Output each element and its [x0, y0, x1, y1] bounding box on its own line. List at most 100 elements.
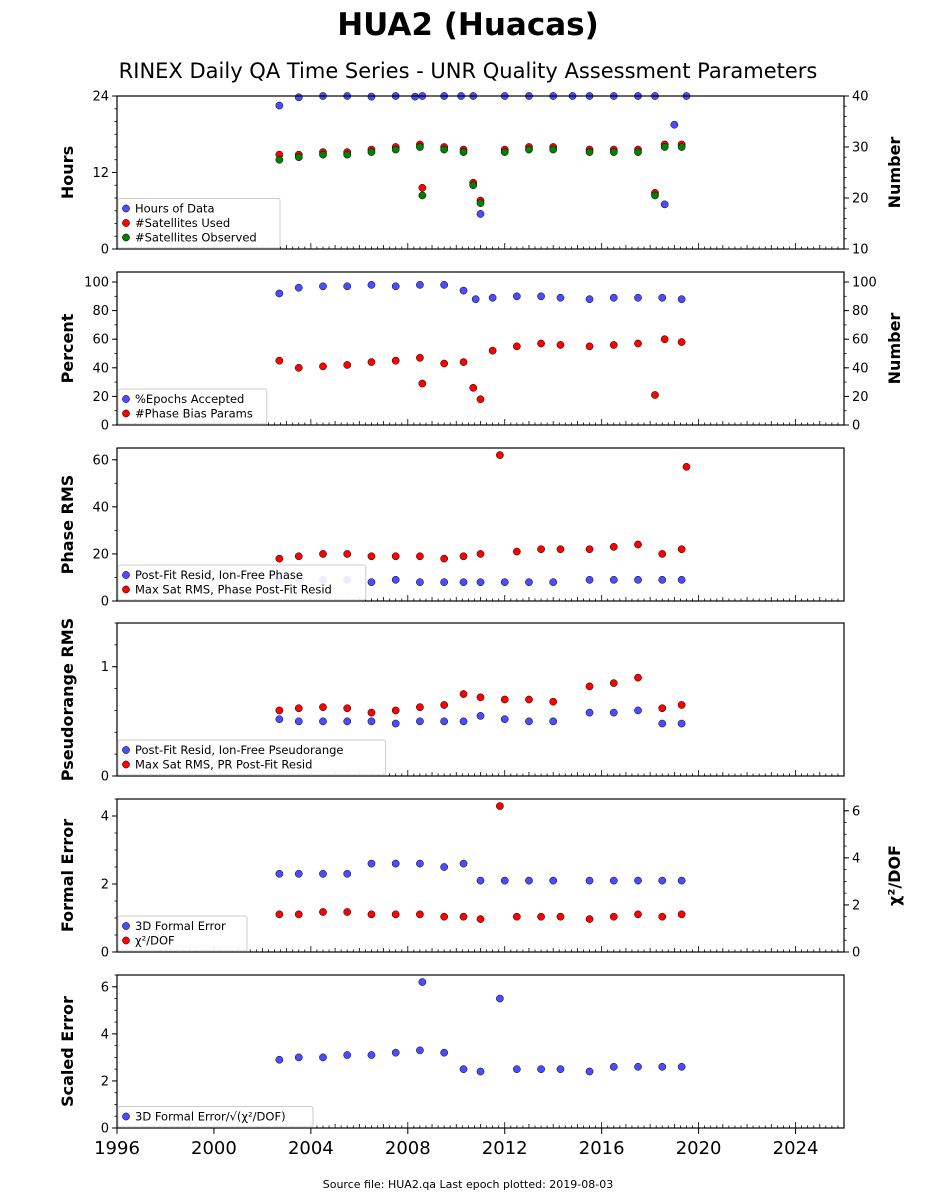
data-point [677, 910, 686, 919]
data-point [658, 912, 667, 921]
legend-box [117, 198, 281, 249]
data-point [319, 282, 327, 291]
data-point [319, 150, 327, 159]
data-point [609, 293, 618, 302]
data-point [440, 701, 448, 709]
data-point [367, 717, 376, 726]
legend-box [117, 1106, 314, 1128]
data-point [459, 286, 468, 295]
data-point [319, 550, 327, 558]
data-point [476, 1067, 485, 1076]
legend-label: Max Sat RMS, Phase Post-Fit Resid [135, 583, 332, 597]
data-point [319, 1053, 327, 1062]
data-point [634, 910, 642, 919]
y-tick-label: 20 [92, 390, 109, 405]
legend-marker [122, 936, 130, 945]
data-point [476, 876, 485, 885]
data-point [525, 578, 533, 587]
data-point [459, 552, 468, 561]
data-point [275, 356, 284, 365]
data-point [658, 575, 667, 584]
data-point [670, 120, 679, 129]
y-axis-label: Scaled Error [58, 996, 77, 1107]
series-3 [275, 143, 686, 207]
y-axis-label: Percent [58, 313, 77, 383]
data-point [343, 1051, 352, 1059]
data-point [275, 869, 284, 878]
data-point [459, 1065, 468, 1074]
legend-box [117, 564, 367, 601]
data-point [391, 859, 400, 868]
data-point [294, 93, 303, 102]
data-point [585, 876, 594, 885]
data-point [411, 92, 419, 101]
legend-box [117, 739, 387, 776]
data-point [488, 346, 497, 355]
data-point [634, 540, 642, 549]
chart-panel-3: 0 20 40 60 Phase RMS Post-Fit Resid, Ion-Free… [58, 447, 845, 610]
data-point [343, 282, 352, 291]
data-point [416, 1046, 424, 1055]
legend-label: Post-Fit Resid, Ion-Free Pseudorange [135, 743, 343, 757]
x-tick-label: 1996 [94, 1138, 140, 1159]
chart-panel-4: 0 1 Pseudorange RMS Post-Fit Resid, Ion-Fre… [58, 618, 845, 785]
data-point [537, 339, 545, 348]
y-tick-label: 100 [84, 276, 109, 291]
data-point [496, 451, 504, 459]
data-point [416, 910, 424, 919]
legend-label: 3D Formal Error [135, 919, 226, 933]
legend-marker [122, 204, 130, 213]
series-1 [275, 706, 686, 728]
data-point [549, 578, 558, 587]
legend-marker [122, 922, 130, 930]
y-axis-label: Phase RMS [58, 475, 77, 575]
data-point [440, 717, 448, 726]
y-tick-label: 40 [92, 361, 109, 376]
data-point [634, 876, 642, 885]
data-point [416, 703, 424, 712]
data-point [585, 295, 594, 304]
y-tick-label: 0 [101, 419, 109, 434]
data-point [440, 1048, 448, 1057]
y-tick-label: 12 [92, 166, 109, 181]
legend-label: χ²/DOF [135, 934, 175, 948]
legend-marker [122, 409, 130, 418]
plot-frame [116, 447, 845, 602]
data-point [488, 293, 497, 302]
data-point [537, 1065, 545, 1074]
data-point [556, 545, 565, 554]
data-point [660, 143, 669, 151]
data-point [391, 145, 400, 154]
y-right-tick-label: 4 [852, 851, 860, 866]
data-point [658, 1062, 667, 1071]
legend-marker [122, 1112, 130, 1121]
data-point [459, 358, 468, 366]
series-2 [275, 451, 691, 563]
legend-marker [122, 233, 130, 242]
data-point [496, 994, 504, 1003]
data-point [367, 578, 376, 587]
data-point [459, 912, 468, 921]
y-tick-label: 6 [101, 980, 109, 995]
data-point [416, 717, 424, 726]
data-point [537, 545, 545, 554]
data-point [651, 391, 659, 399]
data-point [585, 575, 594, 584]
data-point [585, 148, 594, 156]
data-point [416, 859, 424, 868]
data-point [513, 912, 521, 921]
data-point [549, 876, 558, 885]
data-point [634, 1062, 642, 1071]
plot-frame [116, 622, 845, 777]
data-point [416, 578, 424, 587]
plot-frame [116, 271, 845, 426]
data-point [319, 869, 327, 878]
data-point [476, 395, 485, 404]
legend-label: #Phase Bias Params [135, 407, 253, 421]
legend-marker [122, 571, 130, 579]
y-axis-right-label: χ²/DOF [885, 845, 904, 906]
data-point [343, 869, 352, 878]
data-point [418, 379, 427, 388]
